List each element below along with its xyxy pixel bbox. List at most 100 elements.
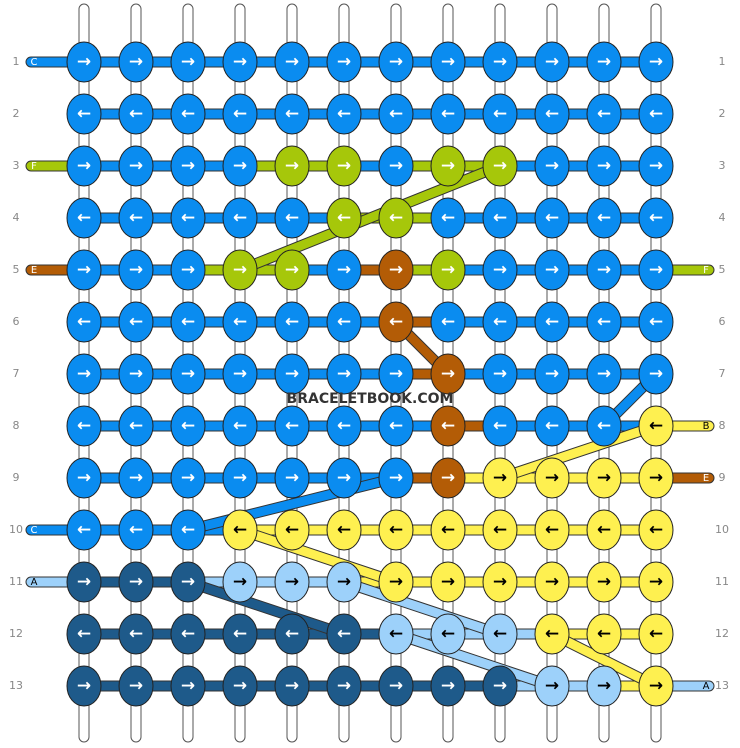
knot-arrow: ←: [597, 624, 611, 644]
knot: [586, 405, 622, 447]
row-number: 10: [9, 523, 23, 536]
row-number: 4: [719, 211, 726, 224]
knot: [482, 353, 518, 395]
knot: [118, 665, 154, 707]
knot: [534, 509, 570, 551]
knot-arrow: ←: [389, 624, 403, 644]
knot-arrow: →: [389, 364, 403, 384]
knot: [274, 405, 310, 447]
knot-arrow: →: [285, 676, 299, 696]
knot-arrow: →: [597, 156, 611, 176]
knot-arrow: ←: [77, 312, 91, 332]
knot: [66, 93, 102, 135]
knot-arrow: →: [233, 676, 247, 696]
knot: [118, 405, 154, 447]
knot: [222, 145, 258, 187]
knot-arrow: ←: [649, 104, 663, 124]
knot: [66, 249, 102, 291]
knot: [274, 613, 310, 655]
thread-label: F: [31, 161, 37, 172]
knot-arrow: ←: [441, 312, 455, 332]
knot: [274, 509, 310, 551]
row-number: 13: [715, 679, 729, 692]
knot-arrow: →: [597, 52, 611, 72]
knot: [482, 613, 518, 655]
knot-arrow: →: [493, 156, 507, 176]
knot-arrow: →: [441, 676, 455, 696]
knot: [430, 509, 466, 551]
thread: [495, 421, 661, 483]
knot: [586, 457, 622, 499]
knot-arrow: ←: [337, 624, 351, 644]
thread-label: A: [703, 681, 710, 692]
knot: [170, 561, 206, 603]
knot: [378, 249, 414, 291]
knot: [222, 301, 258, 343]
knot: [586, 613, 622, 655]
knot-arrow: →: [389, 156, 403, 176]
knot: [638, 405, 674, 447]
knot-arrow: ←: [389, 416, 403, 436]
knot-arrow: ←: [649, 520, 663, 540]
knot-arrow: ←: [597, 104, 611, 124]
knot-arrow: →: [233, 364, 247, 384]
knot: [378, 561, 414, 603]
knot: [430, 41, 466, 83]
knot-arrow: ←: [129, 624, 143, 644]
knot: [170, 509, 206, 551]
knot-arrow: →: [77, 52, 91, 72]
knot: [170, 197, 206, 239]
knot-arrow: →: [233, 468, 247, 488]
knot: [638, 353, 674, 395]
knot: [118, 145, 154, 187]
knot-arrow: →: [649, 364, 663, 384]
knot-arrow: →: [545, 364, 559, 384]
knot: [430, 665, 466, 707]
knot: [118, 93, 154, 135]
row-number: 1: [13, 55, 20, 68]
knot-arrow: ←: [129, 208, 143, 228]
thread: [235, 525, 401, 587]
knot-arrow: ←: [545, 416, 559, 436]
knot: [274, 561, 310, 603]
knot: [326, 405, 362, 447]
knot: [586, 249, 622, 291]
knot-arrow: →: [493, 572, 507, 592]
knot: [274, 249, 310, 291]
knot-arrow: →: [181, 572, 195, 592]
knot: [326, 41, 362, 83]
knot-arrow: ←: [285, 520, 299, 540]
thread-label: F: [703, 265, 709, 276]
knot-arrow: ←: [441, 208, 455, 228]
knot: [586, 41, 622, 83]
knot-arrow: ←: [649, 416, 663, 436]
knot-arrow: →: [649, 468, 663, 488]
knot: [430, 197, 466, 239]
knot-arrow: ←: [597, 416, 611, 436]
knot-arrow: ←: [389, 208, 403, 228]
knot-arrow: ←: [441, 520, 455, 540]
knot: [430, 145, 466, 187]
knot-arrow: ←: [493, 104, 507, 124]
knot-arrow: ←: [285, 312, 299, 332]
knot-arrow: →: [493, 260, 507, 280]
knot-arrow: →: [337, 52, 351, 72]
knots: → → → → → → → → → → → → ← ← ← ← ← ← ← ← ← ← ← ← → → → → → → → → → → → → ← ← ← ←…: [66, 41, 674, 707]
row-number: 9: [719, 471, 726, 484]
knot-arrow: ←: [441, 104, 455, 124]
knot-arrow: ←: [181, 208, 195, 228]
knot: [534, 145, 570, 187]
row-number: 6: [719, 315, 726, 328]
knot-arrow: ←: [389, 312, 403, 332]
knot-arrow: ←: [597, 520, 611, 540]
knot: [430, 249, 466, 291]
knot-arrow: ←: [285, 416, 299, 436]
knot: [222, 197, 258, 239]
thread-label: E: [703, 473, 709, 484]
knot-arrow: ←: [493, 416, 507, 436]
knot-arrow: →: [493, 676, 507, 696]
knot-arrow: ←: [337, 208, 351, 228]
knot: [534, 197, 570, 239]
knot: [222, 665, 258, 707]
